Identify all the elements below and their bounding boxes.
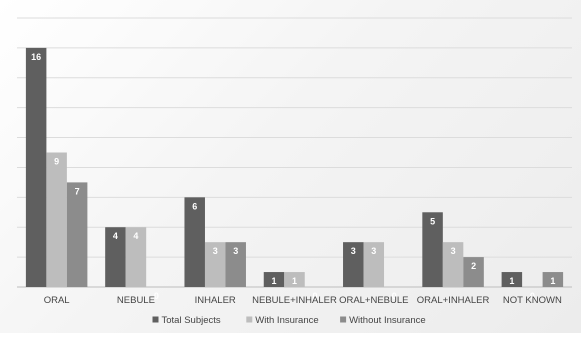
category-label: NEBULE+INHALER [252,295,337,306]
data-label: 3 [451,246,456,256]
bars [25,47,564,288]
data-label: 1 [550,276,555,286]
data-label: 16 [31,52,41,62]
legend-label: With Insurance [255,315,318,326]
legend-label: Total Subjects [162,315,221,326]
bar-total-subjects [184,197,205,287]
bar-total-subjects [422,212,443,287]
data-label: 4 [133,231,138,241]
bar-without-insurance [66,182,88,287]
category-labels: ORAL NEBULE INHALER NEBULE+INHALER ORAL+NEBU… [44,295,562,306]
bar-with-insurance [363,242,385,287]
legend-swatch [246,316,253,323]
bar-without-insurance [225,242,246,287]
bar-with-insurance [46,152,67,287]
category-label: ORAL [44,295,70,306]
category-label: INHALER [195,295,236,306]
data-labels: 16 9 7 4 4 0 6 3 3 1 1 0 3 3 0 5 3 2 1 0 1 [31,52,555,301]
category-label: NEBULE [117,295,155,306]
data-label: 4 [113,231,118,241]
bar-total-subjects [25,47,47,288]
bar-with-insurance [442,242,464,287]
bar-with-insurance [125,227,147,287]
data-label: 0 [312,291,317,301]
legend: Total Subjects With Insurance Without Insu… [152,315,426,326]
data-label: 1 [292,276,297,286]
data-label: 5 [430,216,435,226]
data-label: 7 [75,186,80,196]
data-label: 6 [192,201,197,211]
data-label: 0 [392,291,397,301]
data-label: 0 [154,291,159,301]
bar-total-subjects [501,272,523,287]
legend-label: Without Insurance [349,315,426,326]
bar-with-insurance [204,242,226,287]
category-label: ORAL+INHALER [417,295,490,306]
bar-without-insurance [542,272,564,287]
category-label: ORAL+NEBULE [339,295,408,306]
data-label: 3 [233,246,238,256]
data-label: 1 [271,276,276,286]
legend-swatch [340,316,347,323]
category-label: NOT KNOWN [503,295,562,306]
bar-without-insurance [463,257,484,287]
data-label: 0 [530,291,535,301]
bar-with-insurance [284,272,305,287]
legend-swatch [152,316,159,323]
data-label: 9 [54,157,59,167]
data-label: 3 [371,246,376,256]
data-label: 3 [213,246,218,256]
data-label: 3 [351,246,356,256]
bar-total-subjects [105,227,126,287]
data-label: 1 [509,276,514,286]
bar-total-subjects [263,272,285,287]
bar-total-subjects [343,242,364,287]
gridlines [17,17,572,288]
data-label: 2 [471,261,476,271]
